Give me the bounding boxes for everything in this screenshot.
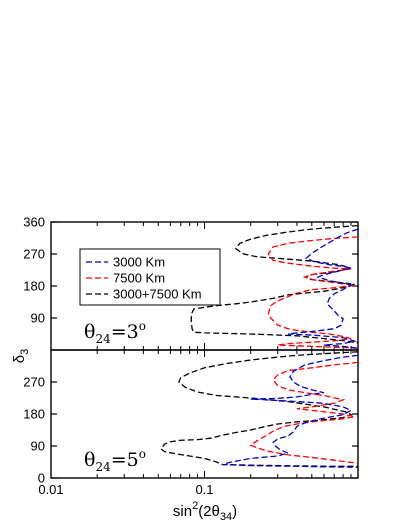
y-tick-label: 270	[23, 375, 45, 390]
x-tick-label: 0.01	[38, 482, 63, 497]
y-tick-label: 90	[31, 439, 45, 454]
top-series-line-2	[287, 228, 359, 349]
legend-entry-label: 7500 Km	[113, 271, 165, 286]
bottom-panel: 0 90 180 270 θ24=5o 0.01 0.1 sin2(2θ34) δ3	[11, 349, 359, 523]
top-series-line-1	[267, 236, 359, 349]
x-tick-label: 0.1	[195, 482, 213, 497]
y-tick-label: 180	[23, 407, 45, 422]
y-tick-label: 270	[23, 247, 45, 262]
y-tick-label: 360	[23, 215, 45, 230]
legend-box	[79, 248, 221, 306]
theta24-annotation: θ24=3o	[84, 319, 146, 346]
bottom-series-line-2	[221, 354, 359, 468]
y-axis-label: δ3	[11, 349, 31, 363]
legend-entry-label: 3000+7500 Km	[113, 287, 202, 302]
y-tick-label: 180	[23, 279, 45, 294]
legend-entry-label: 3000 Km	[113, 255, 165, 270]
bottom-frame	[50, 349, 359, 479]
theta24-annotation: θ24=5o	[84, 447, 146, 474]
x-axis-label: sin2(2θ34)	[173, 500, 237, 523]
bottom-series-line-0	[159, 351, 359, 467]
bottom-series-line-1	[249, 361, 359, 464]
top-series-line-0	[190, 224, 359, 344]
y-tick-label: 0	[38, 471, 45, 486]
y-tick-label: 90	[31, 311, 45, 326]
